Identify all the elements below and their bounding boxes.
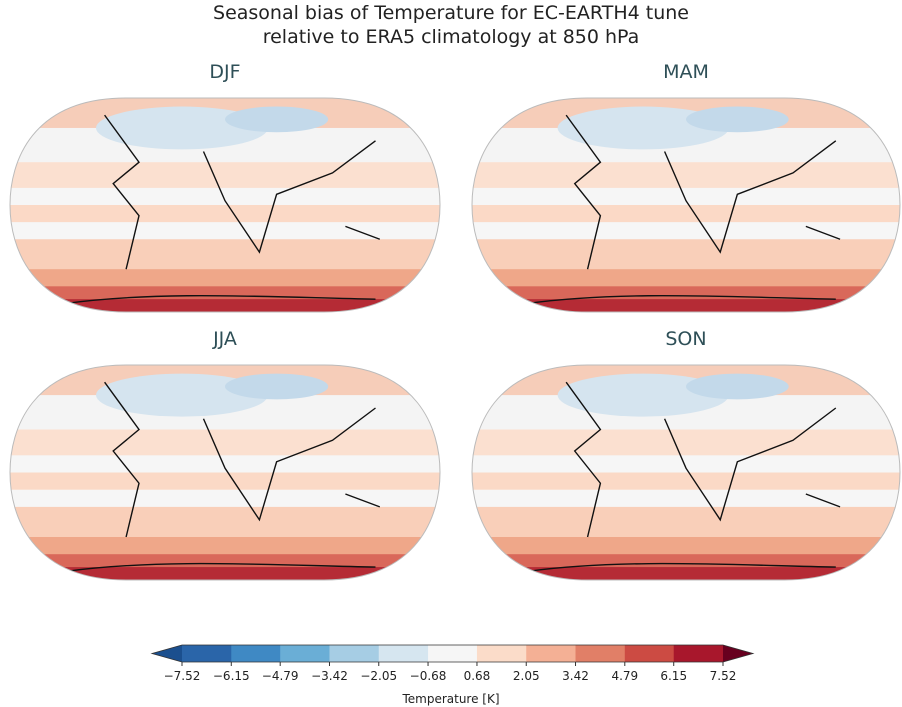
bias-band [10,537,440,555]
bias-band [10,299,440,312]
bias-band [10,187,440,206]
bias-band [10,222,440,240]
cold-region [225,106,329,133]
map [472,365,900,580]
bias-band [472,472,900,491]
colorbar-label: Temperature [K] [401,692,499,706]
colorbar-bin [231,645,281,662]
bias-band [10,162,440,189]
bias-band [472,269,900,287]
bias-band [10,269,440,287]
colorbar-tick-label: 4.79 [611,669,638,683]
panel-title: SON [665,328,706,350]
coastline [565,114,841,270]
colorbar-bin [673,645,724,662]
bias-band [472,455,900,473]
panel-title: DJF [209,61,240,83]
colorbar-tick-label: 0.68 [464,669,491,683]
coastline [65,562,376,573]
bias-band [472,239,900,270]
map-outline [9,364,441,581]
panel-title: MAM [663,61,709,83]
colorbar-bin [526,645,577,662]
colorbar-bin [280,645,330,662]
coastline [65,294,376,305]
colorbar-tick-label: 2.05 [513,669,540,683]
bias-band [10,239,440,270]
colorbar-bin [378,645,429,662]
bias-band [472,506,900,538]
colorbar-bin [428,645,478,662]
bias-band [10,567,440,580]
colorbar-tick-label: −7.52 [164,669,201,683]
colorbar-tick-label: 6.15 [660,669,687,683]
colorbar-tick-label: 7.52 [710,669,737,683]
colorbar-extend-high [723,645,753,662]
colorbar-extend-low [152,645,182,662]
bias-band [472,554,900,568]
bias-band [472,489,900,508]
cold-region [225,373,329,400]
coastline [104,114,381,270]
bias-band [472,222,900,240]
bias-band [472,162,900,189]
map [10,98,440,312]
colorbar-tick-label: −2.05 [360,669,397,683]
map-outline [9,97,441,313]
bias-band [10,205,440,223]
map-outline [471,97,901,313]
coastline [527,562,836,573]
bias-band [10,554,440,568]
title-line: Seasonal bias of Temperature for EC-EART… [213,2,689,24]
cold-region [96,106,268,150]
colorbar-tick-label: −4.79 [262,669,299,683]
bias-band [472,567,900,580]
coastline [565,381,841,538]
bias-band [472,537,900,555]
bias-band [472,187,900,206]
colorbar-bin [329,645,380,662]
bias-band [472,429,900,456]
map-outline [471,364,901,581]
colorbar-tick-label: −3.42 [311,669,348,683]
colorbar-bin [624,645,675,662]
cold-region [686,106,789,133]
title-line: relative to ERA5 climatology at 850 hPa [263,26,640,48]
map [10,365,440,580]
cold-region [557,373,729,417]
bias-band [10,489,440,508]
colorbar-bin [182,645,232,662]
bias-band [472,299,900,312]
panel-title: JJA [212,328,237,350]
colorbar-tick-label: 3.42 [562,669,589,683]
coastline [104,381,381,538]
colorbar-tick-label: −0.68 [410,669,447,683]
bias-band [472,205,900,223]
colorbar-bin [575,645,626,662]
bias-band [10,472,440,491]
cold-region [96,373,268,417]
bias-band [10,429,440,456]
coastline [527,294,836,305]
cold-region [686,373,789,400]
bias-band [10,286,440,300]
bias-band [10,455,440,473]
bias-band [472,286,900,300]
colorbar-tick-label: −6.15 [213,669,250,683]
bias-band [10,506,440,538]
cold-region [557,106,729,150]
colorbar-bin [476,645,527,662]
map [472,98,900,312]
